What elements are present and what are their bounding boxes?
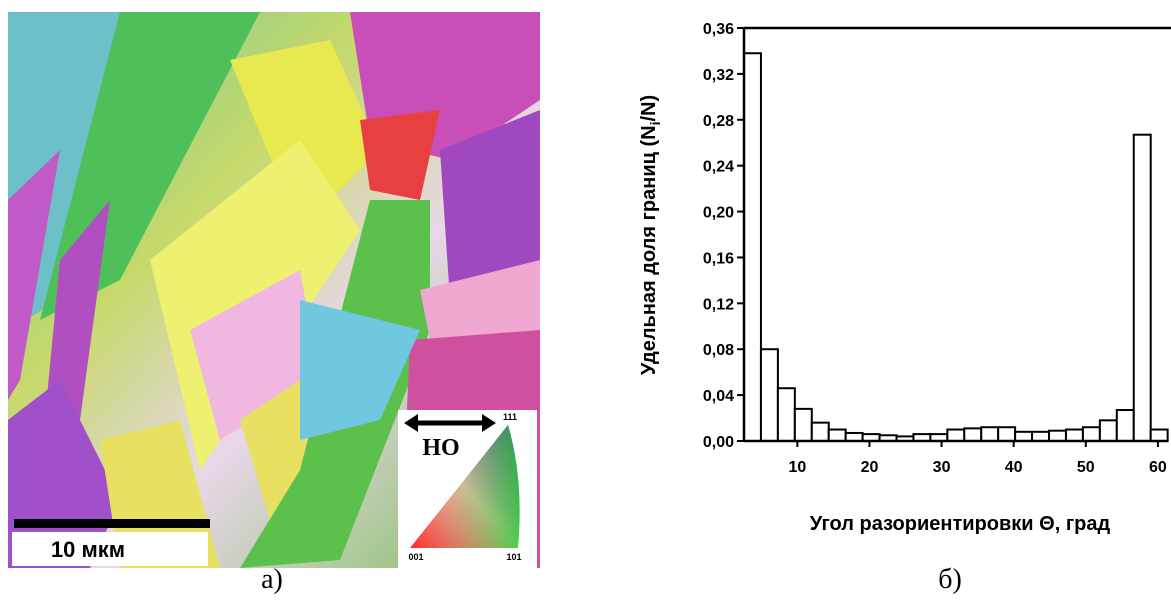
y-label-part: Удельная доля границ (N (638, 125, 660, 375)
x-tick-label: 30 (933, 459, 951, 476)
x-tick-label: 60 (1149, 459, 1167, 476)
pole-label: 101 (506, 552, 521, 562)
grain (8, 150, 60, 400)
grain (230, 40, 380, 230)
y-label-subscript: i (647, 122, 663, 126)
bar (963, 427, 983, 442)
scale-label: 10 мкм (51, 537, 125, 562)
caption: а) (261, 564, 283, 595)
bar (980, 426, 1000, 443)
bar (997, 426, 1017, 443)
bar (810, 421, 830, 442)
bar (1115, 409, 1135, 442)
ipf-triangle-overlay (410, 425, 520, 548)
y-tick-label: 0,20 (703, 205, 734, 222)
y-tick-label: 0,32 (703, 67, 734, 84)
pole-label: 111 (503, 412, 517, 422)
y-tick-label: 0,12 (703, 296, 734, 313)
y-label-part: /N) (638, 95, 660, 122)
x-axis-label: Угол разориентировки Θ, град (810, 513, 1111, 535)
y-tick-label: 0,36 (703, 21, 734, 38)
caption: б) (938, 564, 962, 595)
y-tick-label: 0,24 (703, 159, 734, 176)
bar (1149, 428, 1169, 442)
y-tick-label: 0,00 (703, 434, 734, 451)
grain (100, 420, 220, 568)
y-tick-label: 0,28 (703, 113, 734, 130)
y-tick-label: 0,04 (703, 388, 734, 405)
bar (1064, 428, 1084, 442)
pole-label: 001 (408, 552, 423, 562)
x-tick-label: 20 (861, 459, 879, 476)
scale-bar (14, 519, 210, 528)
bar (1031, 430, 1051, 443)
y-tick-label: 0,08 (703, 342, 734, 359)
x-tick-label: 50 (1077, 459, 1095, 476)
bar (776, 387, 796, 443)
arrowhead (482, 414, 496, 432)
bar (1014, 430, 1034, 443)
grain (300, 300, 420, 440)
bar (1048, 429, 1067, 442)
arrowhead (404, 414, 418, 432)
y-axis-label: Удельная доля границ (Ni/N) (638, 95, 663, 375)
bar (743, 52, 762, 442)
scale-box (12, 532, 208, 566)
y-tick-label: 0,16 (703, 250, 734, 267)
bar (827, 428, 847, 442)
grain (360, 110, 440, 200)
bar (1081, 426, 1101, 443)
x-tick-label: 40 (1005, 459, 1023, 476)
bar (1132, 133, 1152, 442)
x-tick-label: 10 (788, 459, 806, 476)
direction-label: НО (422, 435, 459, 461)
bar (1098, 419, 1118, 443)
bar (759, 348, 779, 443)
bar (946, 428, 966, 442)
bar (793, 407, 813, 442)
